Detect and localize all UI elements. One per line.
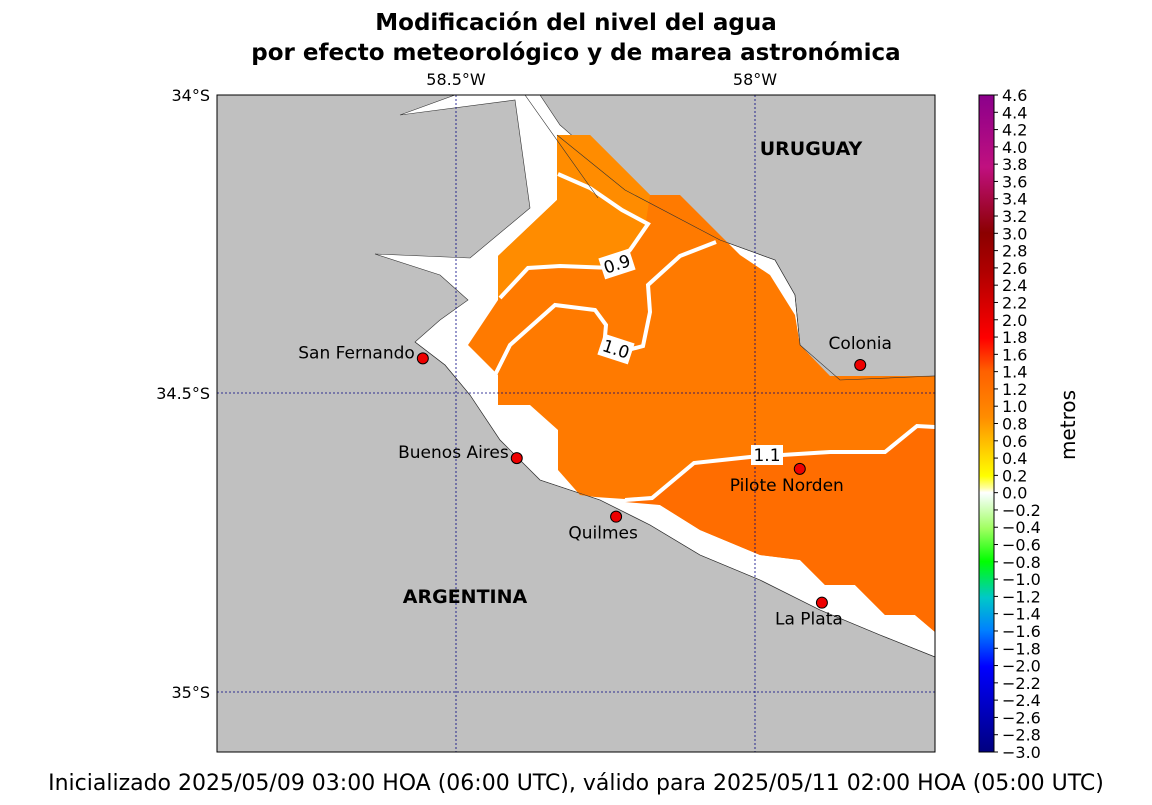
colorbar-tick-label: −0.6 xyxy=(1002,536,1041,555)
map-title-line2: por efecto meteorológico y de marea astr… xyxy=(251,40,900,66)
country-label-argentina: ARGENTINA xyxy=(403,586,528,608)
station-label-san-fernando: San Fernando xyxy=(298,343,415,363)
colorbar-tick-label: −3.0 xyxy=(1002,743,1041,762)
colorbar-tick-label: −1.8 xyxy=(1002,639,1041,658)
colorbar-tick-label: 3.2 xyxy=(1002,207,1027,226)
validity-footer: Inicializado 2025/05/09 03:00 HOA (06:00… xyxy=(48,771,1104,796)
lon-tick-58w: 58°W xyxy=(733,70,777,89)
colorbar-tick-label: −2.2 xyxy=(1002,674,1041,693)
map-title-line1: Modificación del nivel del agua xyxy=(375,10,776,36)
map-area xyxy=(217,95,935,752)
colorbar-label: metros xyxy=(1056,390,1080,460)
colorbar-tick-label: 2.0 xyxy=(1002,311,1027,330)
colorbar: 4.64.44.24.03.83.63.43.23.02.82.62.42.22… xyxy=(978,86,1080,762)
colorbar-tick-label: 3.4 xyxy=(1002,190,1027,209)
contour-line-1.1 xyxy=(624,423,935,502)
colorbar-tick-label: −0.2 xyxy=(1002,501,1041,520)
colorbar-tick-label: 3.8 xyxy=(1002,155,1027,174)
station-marker-buenos-aires xyxy=(510,452,523,465)
colorbar-tick-label: 0.0 xyxy=(1002,484,1027,503)
colorbar-tick-label: 1.4 xyxy=(1002,363,1027,382)
colorbar-tick-label: 3.0 xyxy=(1002,224,1027,243)
gridlines xyxy=(217,95,935,752)
colorbar-tick-label: 4.4 xyxy=(1002,103,1027,122)
colorbar-tick-label: 1.0 xyxy=(1002,397,1027,416)
station-marker-quilmes xyxy=(610,510,623,523)
colorbar-tick-label: −2.0 xyxy=(1002,657,1041,676)
colorbar-tick-label: 0.6 xyxy=(1002,432,1027,451)
colorbar-tick-label: 0.4 xyxy=(1002,449,1027,468)
station-marker-san-fernando xyxy=(416,352,429,365)
colorbar-tick-label: 1.8 xyxy=(1002,328,1027,347)
colorbar-tick-label: 0.2 xyxy=(1002,466,1027,485)
colorbar-tick-label: −1.2 xyxy=(1002,587,1041,606)
field-level-1.1 xyxy=(625,426,935,632)
contour-label-1.1: 1.1 xyxy=(753,446,780,466)
colorbar-tick-label: 2.8 xyxy=(1002,242,1027,261)
station-marker-colonia xyxy=(854,358,867,371)
colorbar-tick-label: 1.2 xyxy=(1002,380,1027,399)
lat-tick-34-5s: 34.5°S xyxy=(156,384,210,403)
colorbar-ticks: 4.64.44.24.03.83.63.43.23.02.82.62.42.22… xyxy=(994,86,1041,762)
station-markers: San Fernando Colonia Buenos Aires Pilote No… xyxy=(298,334,892,630)
colorbar-gradient xyxy=(978,94,995,753)
station-marker-pilote-norden xyxy=(793,462,806,475)
country-label-uruguay: URUGUAY xyxy=(760,138,863,160)
colorbar-tick-label: 1.6 xyxy=(1002,345,1027,364)
colorbar-tick-label: 4.0 xyxy=(1002,138,1027,157)
map-frame xyxy=(216,94,936,753)
colorbar-tick-label: 0.8 xyxy=(1002,415,1027,434)
colorbar-tick-label: 2.4 xyxy=(1002,276,1027,295)
coastline-uruguay xyxy=(524,95,935,381)
colorbar-tick-label: −0.4 xyxy=(1002,518,1041,537)
station-label-buenos-aires: Buenos Aires xyxy=(398,443,509,463)
colorbar-tick-label: 2.6 xyxy=(1002,259,1027,278)
station-label-pilote-norden: Pilote Norden xyxy=(730,476,844,496)
station-label-quilmes: Quilmes xyxy=(568,524,638,544)
colorbar-tick-label: −0.8 xyxy=(1002,553,1041,572)
colorbar-tick-label: −2.6 xyxy=(1002,708,1041,727)
colorbar-tick-label: −2.8 xyxy=(1002,726,1041,745)
lat-tick-35s: 35°S xyxy=(171,683,210,702)
colorbar-tick-label: −1.4 xyxy=(1002,605,1041,624)
colorbar-tick-label: −2.4 xyxy=(1002,691,1041,710)
colorbar-tick-label: 4.2 xyxy=(1002,121,1027,140)
lon-tick-58-5w: 58.5°W xyxy=(426,70,486,89)
colorbar-tick-label: −1.6 xyxy=(1002,622,1041,641)
colorbar-tick-label: −1.0 xyxy=(1002,570,1041,589)
lat-tick-34s: 34°S xyxy=(171,86,210,105)
colorbar-tick-label: 3.6 xyxy=(1002,172,1027,191)
coastline-argentina xyxy=(414,341,935,658)
contour-line-0.9 xyxy=(498,172,651,300)
station-label-colonia: Colonia xyxy=(829,334,892,354)
colorbar-tick-label: 2.2 xyxy=(1002,293,1027,312)
colorbar-tick-label: 4.6 xyxy=(1002,86,1027,105)
station-label-la-plata: La Plata xyxy=(775,610,843,630)
station-marker-la-plata xyxy=(815,596,828,609)
